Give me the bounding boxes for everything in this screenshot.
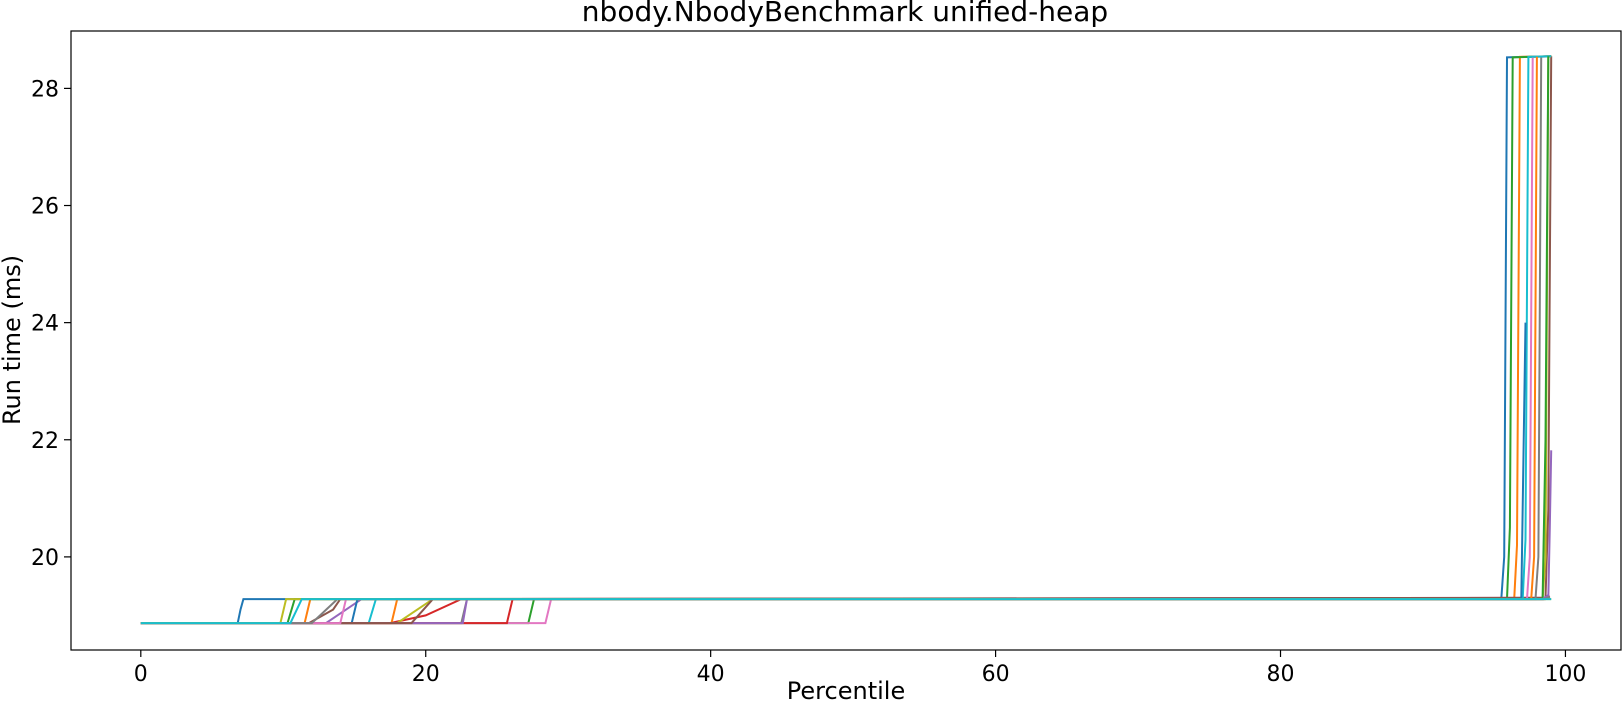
x-tick-label: 80 [1267,662,1295,687]
x-tick-label: 20 [412,662,440,687]
x-tick-label: 40 [697,662,725,687]
series-line-3 [140,55,1552,625]
x-axis-ticks: 0 20 40 60 80 100 [134,650,1586,687]
series-line-20 [140,598,1552,625]
series-line-8 [140,55,1552,625]
y-tick-label: 28 [31,77,59,102]
series-line-1 [140,55,1552,625]
plot-frame [70,30,1622,651]
series-line-9 [140,55,1552,625]
series-line-6 [140,56,1553,625]
chart-title: nbody.NbodyBenchmark unified-heap [582,0,1108,28]
series-line-10 [140,55,1552,625]
y-tick-label: 24 [31,312,59,337]
y-tick-label: 20 [31,546,59,571]
series-line-7 [140,55,1552,625]
x-tick-label: 100 [1544,662,1586,687]
y-tick-label: 22 [31,429,59,454]
series-line-12 [140,56,1538,625]
y-axis-label: Run time (ms) [0,255,26,425]
series-line-2 [140,55,1552,625]
x-axis-label: Percentile [787,677,905,705]
series-line-11 [140,322,1527,625]
y-axis-ticks: 20 22 24 26 28 [31,77,71,571]
y-tick-label: 26 [31,195,59,220]
x-tick-label: 60 [982,662,1010,687]
series-line-13 [140,56,1550,625]
series-layer [140,55,1553,625]
x-tick-label: 0 [134,662,148,687]
